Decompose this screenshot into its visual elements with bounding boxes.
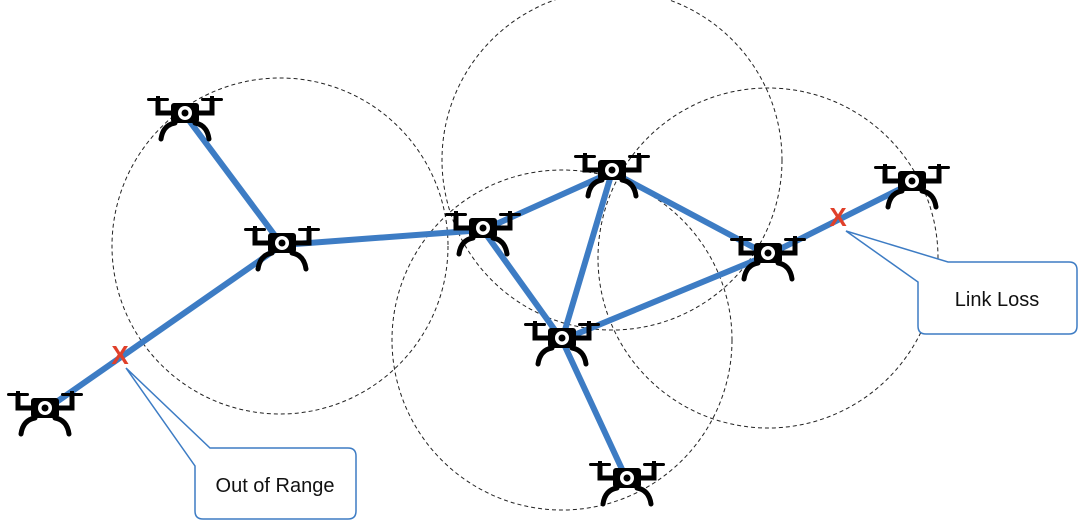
failure-x-mark: X — [111, 340, 129, 370]
drone-icon — [730, 236, 806, 279]
range-circle — [111, 77, 449, 415]
range-circle — [597, 87, 939, 429]
link-d4-d7 — [559, 171, 615, 341]
range-circles — [111, 0, 939, 511]
failure-x-mark: X — [829, 202, 847, 232]
callout-link-loss: Link Loss — [845, 230, 1078, 335]
link-d2-d3 — [281, 227, 484, 248]
range-circle — [441, 0, 783, 331]
drones — [7, 96, 950, 504]
broken-link-d2-d8 — [43, 242, 284, 413]
drone-icon — [7, 391, 83, 434]
link-d3-d7 — [480, 228, 565, 342]
drone-icon — [874, 164, 950, 207]
broken-link-d5-d6 — [766, 180, 914, 258]
link-d7-d9 — [559, 338, 630, 482]
failure-marks: XX — [111, 202, 847, 370]
callout-link-loss-text: Link Loss — [955, 289, 1040, 311]
links — [43, 113, 914, 482]
range-circle — [391, 169, 733, 511]
link-d3-d4 — [481, 169, 614, 233]
callout-out-of-range-text: Out of Range — [216, 475, 335, 497]
drone-icon — [589, 461, 665, 504]
callout-out-of-range: Out of Range — [125, 367, 357, 520]
drone-icon — [524, 321, 600, 364]
link-d4-d5 — [610, 169, 770, 258]
link-d1-d2 — [182, 113, 285, 247]
drone-icon — [147, 96, 223, 139]
link-d7-d5 — [560, 252, 770, 343]
